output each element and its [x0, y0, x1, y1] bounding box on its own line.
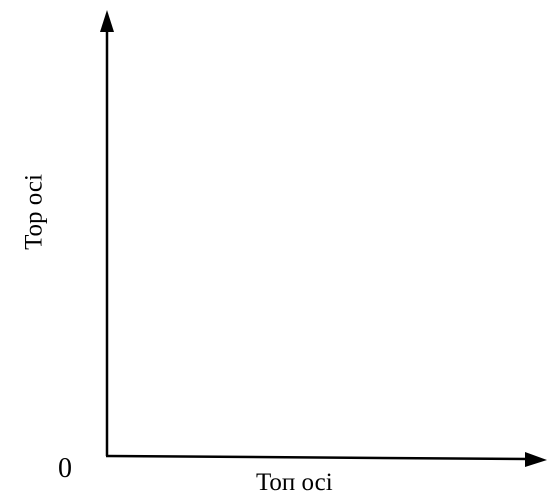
- x-axis-label: Топ осі: [256, 469, 333, 496]
- y-axis-label: Тор осі: [20, 174, 48, 250]
- origin-label: 0: [58, 453, 72, 484]
- y-axis-arrowhead: [100, 10, 114, 32]
- x-axis-arrowhead: [525, 452, 547, 467]
- x-axis-line: [105, 454, 531, 461]
